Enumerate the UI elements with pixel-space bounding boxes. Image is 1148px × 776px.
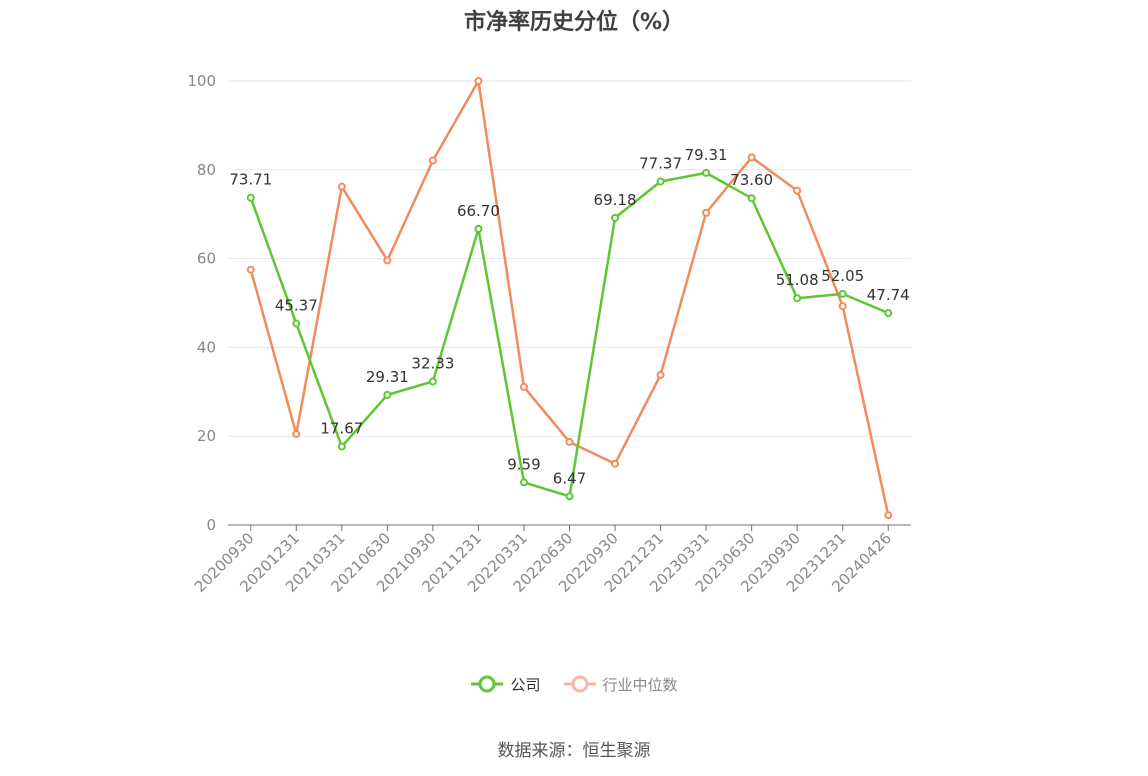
industry-data-point <box>884 511 893 520</box>
industry-series-line <box>249 79 890 516</box>
company-data-label: 9.59 <box>507 455 540 473</box>
company-data-point <box>565 492 574 501</box>
company-data-label: 66.70 <box>457 202 500 220</box>
industry-data-point <box>793 186 802 195</box>
company-data-point <box>337 442 346 451</box>
industry-data-point <box>292 429 301 438</box>
legend: 公司 行业中位数 <box>0 672 1148 696</box>
industry-data-point <box>656 370 665 379</box>
company-data-label: 73.71 <box>229 171 272 189</box>
legend-label-company: 公司 <box>510 675 541 694</box>
y-tick-label: 20 <box>197 427 216 445</box>
industry-data-point <box>565 437 574 446</box>
series <box>246 77 893 520</box>
company-data-point <box>656 177 665 186</box>
legend-item-company[interactable]: 公司 <box>470 672 541 696</box>
company-series-line <box>249 171 889 498</box>
company-data-point <box>246 193 255 202</box>
company-data-point <box>702 168 711 177</box>
company-data-point <box>519 478 528 487</box>
y-tick-label: 80 <box>197 161 216 179</box>
industry-legend-icon <box>563 675 596 693</box>
company-data-point <box>474 224 483 233</box>
industry-data-point <box>383 256 392 265</box>
company-data-label: 32.33 <box>411 354 454 372</box>
company-data-point <box>838 289 847 298</box>
company-data-label: 79.31 <box>685 146 728 164</box>
company-data-label: 52.05 <box>821 267 864 285</box>
industry-data-point <box>519 382 528 391</box>
company-data-label: 51.08 <box>776 271 819 289</box>
company-data-label: 47.74 <box>867 286 910 304</box>
industry-data-point <box>702 208 711 217</box>
grid-lines <box>228 80 911 437</box>
company-data-point <box>383 390 392 399</box>
company-data-label: 6.47 <box>553 469 586 487</box>
y-tick-label: 60 <box>197 250 216 268</box>
source-text: 数据来源：恒生聚源 <box>497 741 651 761</box>
industry-data-point <box>428 156 437 165</box>
company-data-label: 45.37 <box>275 297 318 315</box>
industry-data-point <box>337 182 346 191</box>
company-data-label: 17.67 <box>320 420 363 438</box>
company-data-label: 69.18 <box>594 191 637 209</box>
company-legend-icon <box>471 675 504 693</box>
industry-data-point <box>474 77 483 85</box>
company-data-label: 29.31 <box>366 368 409 386</box>
industry-data-point <box>246 265 255 274</box>
industry-data-point <box>747 153 756 162</box>
chart-area: 0204060801002020093020201231202103312021… <box>187 72 911 596</box>
company-data-label: 73.60 <box>730 171 773 189</box>
company-data-point <box>793 294 802 303</box>
company-data-point <box>747 194 756 203</box>
company-data-point <box>428 377 437 386</box>
chart-title: 市净率历史分位（%） <box>463 10 685 35</box>
legend-label-industry: 行业中位数 <box>602 675 678 694</box>
y-tick-label: 0 <box>206 516 216 534</box>
industry-data-point <box>838 302 847 311</box>
company-data-label: 77.37 <box>639 154 682 172</box>
industry-data-point <box>611 459 620 468</box>
company-data-point <box>292 319 301 328</box>
axes: 0204060801002020093020201231202103312021… <box>187 72 911 596</box>
company-data-point <box>884 309 893 318</box>
legend-item-industry[interactable]: 行业中位数 <box>563 672 678 696</box>
y-tick-label: 40 <box>197 338 216 356</box>
y-tick-label: 100 <box>187 72 216 90</box>
company-data-point <box>611 213 620 222</box>
